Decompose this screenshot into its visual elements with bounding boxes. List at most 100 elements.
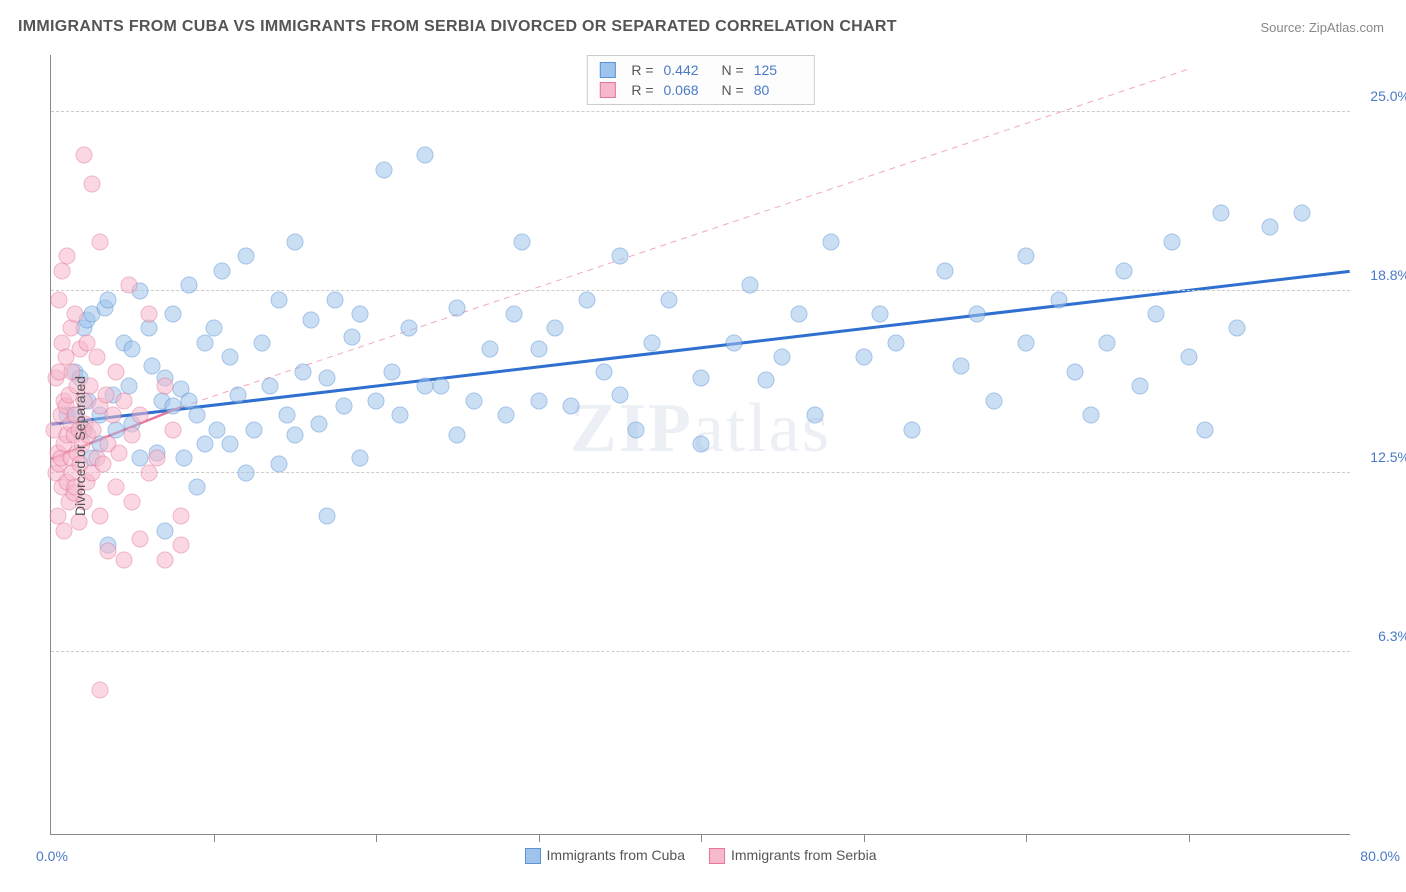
point-serbia [116, 392, 133, 409]
x-tick [214, 834, 215, 842]
point-cuba [189, 407, 206, 424]
point-cuba [514, 233, 531, 250]
point-serbia [108, 363, 125, 380]
point-cuba [498, 407, 515, 424]
point-serbia [108, 479, 125, 496]
point-cuba [611, 248, 628, 265]
point-cuba [806, 407, 823, 424]
point-cuba [1180, 349, 1197, 366]
point-cuba [628, 421, 645, 438]
point-cuba [176, 450, 193, 467]
point-cuba [904, 421, 921, 438]
point-cuba [530, 340, 547, 357]
point-cuba [936, 262, 953, 279]
point-cuba [99, 291, 116, 308]
legend-item-cuba: Immigrants from Cuba [525, 847, 685, 864]
point-cuba [221, 349, 238, 366]
point-cuba [1066, 363, 1083, 380]
legend-item-serbia: Immigrants from Serbia [709, 847, 876, 864]
point-serbia [83, 176, 100, 193]
point-cuba [294, 363, 311, 380]
x-tick [1189, 834, 1190, 842]
point-cuba [197, 436, 214, 453]
point-cuba [286, 427, 303, 444]
legend-swatch-serbia [709, 848, 725, 864]
point-cuba [197, 334, 214, 351]
point-serbia [173, 537, 190, 554]
point-serbia [59, 248, 76, 265]
swatch-serbia [599, 82, 615, 98]
point-cuba [1018, 248, 1035, 265]
point-cuba [741, 277, 758, 294]
point-serbia [70, 514, 87, 531]
point-cuba [392, 407, 409, 424]
point-cuba [278, 407, 295, 424]
legend-swatch-cuba [525, 848, 541, 864]
point-cuba [1229, 320, 1246, 337]
x-tick [1026, 834, 1027, 842]
point-cuba [124, 340, 141, 357]
point-serbia [140, 464, 157, 481]
point-cuba [270, 291, 287, 308]
x-tick [701, 834, 702, 842]
point-cuba [790, 306, 807, 323]
point-cuba [1099, 334, 1116, 351]
point-serbia [132, 531, 149, 548]
point-cuba [433, 378, 450, 395]
x-tick [376, 834, 377, 842]
y-tick-label: 6.3% [1378, 628, 1406, 644]
point-cuba [319, 508, 336, 525]
plot-area: ZIPatlas R =0.442 N =125 R =0.068 N =80 … [50, 55, 1350, 835]
point-cuba [1050, 291, 1067, 308]
chart-title: IMMIGRANTS FROM CUBA VS IMMIGRANTS FROM … [18, 18, 897, 36]
point-serbia [156, 378, 173, 395]
stats-legend: R =0.442 N =125 R =0.068 N =80 [586, 55, 814, 105]
point-cuba [985, 392, 1002, 409]
y-tick-label: 12.5% [1370, 449, 1406, 465]
series-legend: Immigrants from Cuba Immigrants from Ser… [525, 847, 877, 864]
point-cuba [205, 320, 222, 337]
point-serbia [99, 542, 116, 559]
stats-row-cuba: R =0.442 N =125 [599, 60, 801, 80]
point-serbia [91, 233, 108, 250]
x-tick [539, 834, 540, 842]
point-cuba [888, 334, 905, 351]
grid-line [51, 111, 1350, 112]
point-cuba [1131, 378, 1148, 395]
point-serbia [98, 386, 115, 403]
point-cuba [1196, 421, 1213, 438]
point-serbia [54, 262, 71, 279]
point-cuba [1261, 219, 1278, 236]
point-cuba [953, 358, 970, 375]
point-cuba [416, 378, 433, 395]
point-cuba [416, 147, 433, 164]
point-cuba [384, 363, 401, 380]
point-cuba [1018, 334, 1035, 351]
point-cuba [546, 320, 563, 337]
point-serbia [140, 306, 157, 323]
point-cuba [213, 262, 230, 279]
point-cuba [208, 421, 225, 438]
point-serbia [156, 551, 173, 568]
point-cuba [1083, 407, 1100, 424]
point-cuba [855, 349, 872, 366]
point-cuba [693, 436, 710, 453]
point-cuba [351, 306, 368, 323]
point-cuba [1164, 233, 1181, 250]
point-cuba [579, 291, 596, 308]
point-cuba [693, 369, 710, 386]
y-axis-label: Divorced or Separated [72, 376, 88, 516]
x-axis-max: 80.0% [1360, 848, 1400, 864]
point-serbia [75, 147, 92, 164]
point-cuba [823, 233, 840, 250]
point-cuba [343, 329, 360, 346]
point-cuba [1148, 306, 1165, 323]
point-cuba [1213, 204, 1230, 221]
point-cuba [400, 320, 417, 337]
point-serbia [88, 349, 105, 366]
point-serbia [121, 277, 138, 294]
point-cuba [270, 456, 287, 473]
point-cuba [327, 291, 344, 308]
stats-row-serbia: R =0.068 N =80 [599, 80, 801, 100]
point-serbia [173, 508, 190, 525]
